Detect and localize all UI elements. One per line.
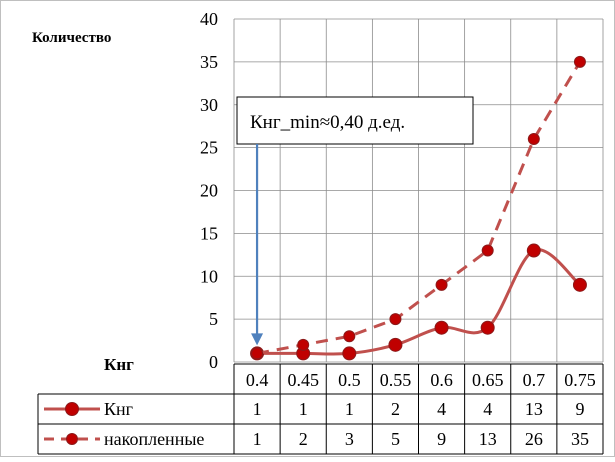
legend-label: Кнг	[104, 399, 133, 419]
y-tick-label: 0	[209, 352, 218, 372]
table-cell-value: 9	[437, 429, 446, 449]
table-cell-value: 1	[253, 429, 262, 449]
annotation-text: Кнг_min≈0,40 д.ед.	[250, 112, 405, 133]
data-point	[251, 347, 264, 360]
table-cell-value: 5	[391, 429, 400, 449]
legend-key-marker	[65, 402, 79, 416]
table-cell-value: 4	[437, 399, 446, 419]
data-point	[388, 337, 403, 352]
table-cell-value: 1	[253, 399, 262, 419]
table-cell-value: 2	[391, 399, 400, 419]
annotation-arrow-head	[251, 333, 264, 346]
series-line-2	[256, 61, 582, 355]
data-point	[573, 55, 586, 68]
data-point	[434, 320, 449, 335]
table-cell-value: 13	[479, 429, 497, 449]
table-cell-value: 4	[483, 399, 492, 419]
y-tick-label: 5	[209, 309, 218, 329]
x-tick-label: 0.55	[380, 370, 412, 390]
y-tick-label: 20	[200, 181, 218, 201]
table-cell-value: 1	[345, 399, 354, 419]
data-point	[527, 133, 540, 146]
annotation-box	[236, 96, 474, 145]
x-tick-label: 0.6	[430, 370, 453, 390]
series-layer	[250, 55, 587, 361]
data-point	[572, 277, 587, 292]
table-cell-value: 3	[345, 429, 354, 449]
gridlines	[233, 18, 604, 363]
y-tick-label: 10	[200, 266, 218, 286]
data-point	[526, 243, 541, 258]
x-axis-title: Кнг	[104, 355, 134, 374]
y-axis-title: Количество	[32, 30, 111, 46]
x-tick-label: 0.5	[338, 370, 361, 390]
x-tick-label: 0.4	[246, 370, 269, 390]
legend-label: накопленные	[104, 429, 204, 449]
table-cell-value: 13	[525, 399, 543, 419]
x-tick-label: 0.45	[287, 370, 319, 390]
data-point	[342, 346, 357, 361]
data-point	[343, 330, 356, 343]
data-point	[481, 244, 494, 257]
y-tick-label: 35	[200, 52, 218, 72]
x-tick-label: 0.65	[472, 370, 504, 390]
table-cell-value: 1	[299, 399, 308, 419]
y-tick-label: 15	[200, 223, 218, 243]
data-point	[480, 320, 495, 335]
data-point	[389, 313, 402, 326]
data-point	[435, 278, 448, 291]
y-tick-label: 30	[200, 95, 218, 115]
y-axis-ticks: 0 5 10 15 20 25 30 35 40	[200, 9, 218, 372]
legend-key-marker	[66, 433, 78, 445]
x-tick-label: 0.7	[523, 370, 546, 390]
table-cell-value: 2	[299, 429, 308, 449]
x-tick-label: 0.75	[564, 370, 596, 390]
table-cell-value: 35	[571, 429, 589, 449]
y-tick-label: 25	[200, 138, 218, 158]
annotation: Кнг_min≈0,40 д.ед.	[236, 96, 474, 346]
table-cell-value: 9	[575, 399, 584, 419]
table-cell-value: 26	[525, 429, 543, 449]
data-point	[297, 338, 310, 351]
y-tick-label: 40	[200, 9, 218, 29]
